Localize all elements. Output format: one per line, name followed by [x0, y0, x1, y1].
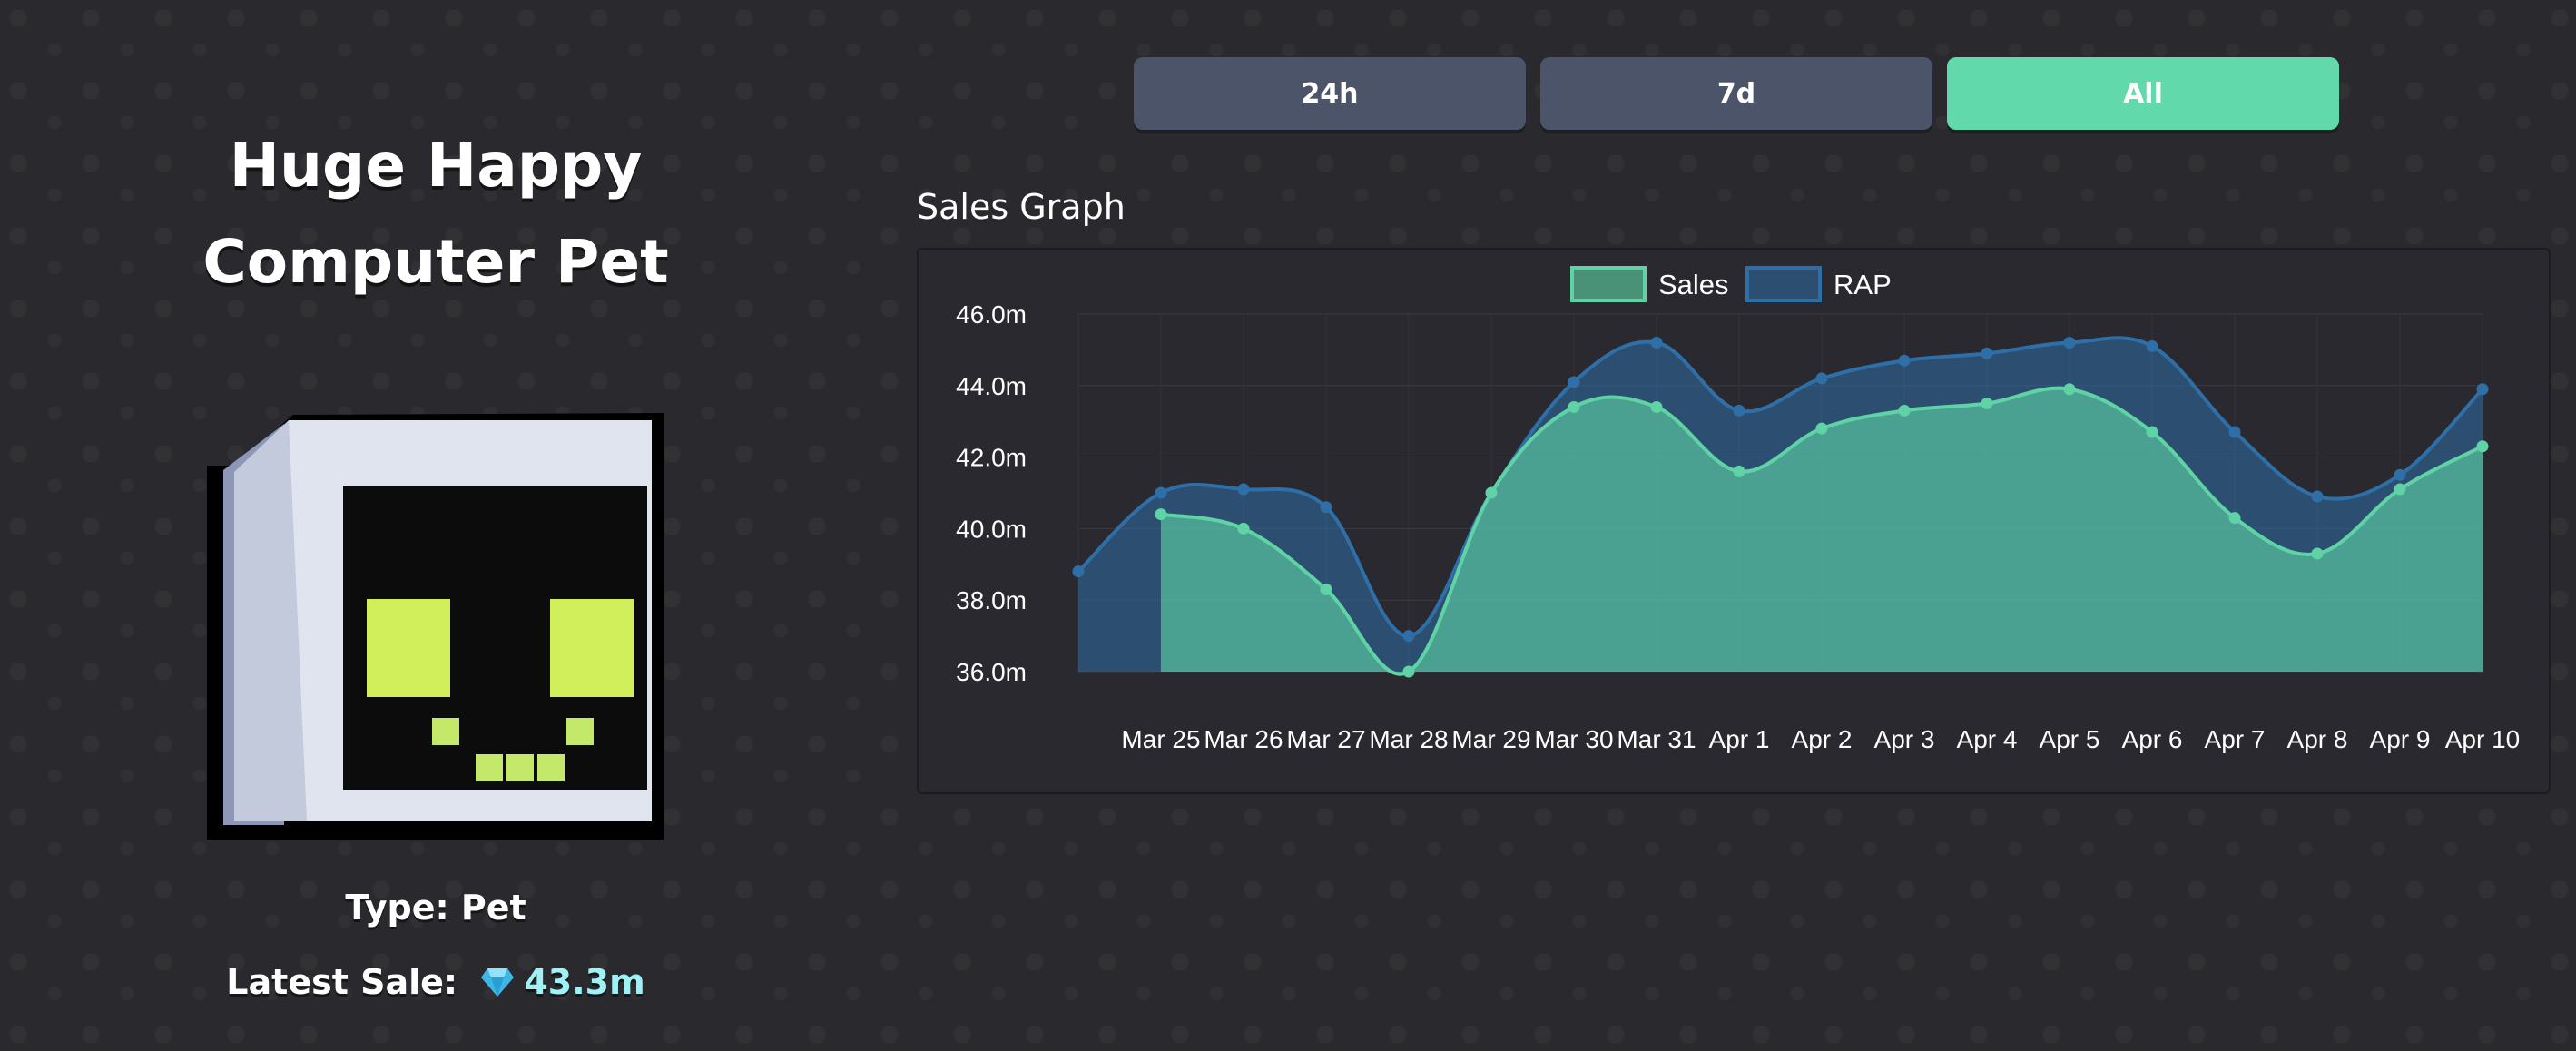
range-24h-button[interactable]: 24h [1134, 57, 1526, 130]
diamond-icon [481, 968, 515, 997]
x-tick-label: Mar 31 [1617, 725, 1696, 753]
x-tick-label: Apr 5 [2040, 725, 2100, 753]
data-point-sales [1898, 404, 1911, 417]
y-tick-label: 46.0m [956, 300, 1027, 329]
latest-sale: Latest Sale: 43.3m [0, 962, 871, 1002]
range-7d-button[interactable]: 7d [1540, 57, 1932, 130]
data-point-rap [1237, 483, 1250, 496]
chart-data-points [1072, 337, 2489, 678]
x-tick-label: Apr 2 [1792, 725, 1853, 753]
x-tick-label: Mar 27 [1286, 725, 1365, 753]
legend-swatch-sales [1570, 266, 1647, 302]
x-tick-label: Mar 25 [1121, 725, 1200, 753]
data-point-rap [2311, 490, 2324, 503]
y-tick-label: 36.0m [956, 658, 1027, 686]
pet-image [207, 413, 664, 840]
legend-label-sales: Sales [1658, 269, 1729, 300]
x-tick-label: Mar 29 [1451, 725, 1530, 753]
data-point-rap [1981, 347, 1993, 359]
data-point-rap [1898, 354, 1911, 367]
chart-series-areas [1077, 336, 2484, 676]
data-point-rap [1650, 337, 1663, 349]
data-point-sales [1650, 400, 1663, 413]
data-point-rap [1733, 404, 1745, 417]
x-tick-label: Apr 10 [2445, 725, 2521, 753]
y-axis: 36.0m 38.0m 40.0m 42.0m 44.0m 46.0m [956, 300, 1027, 686]
data-point-rap [2394, 468, 2406, 481]
pet-info-panel: Huge Happy Computer Pet Type: Pet Latest… [0, 0, 871, 1051]
data-point-sales [1320, 583, 1332, 595]
x-tick-label: Apr 8 [2287, 725, 2348, 753]
data-point-sales [1981, 398, 1993, 409]
data-point-sales [2146, 426, 2158, 438]
data-point-sales [2311, 547, 2324, 560]
data-point-rap [2146, 339, 2158, 352]
data-point-sales [1402, 665, 1415, 678]
data-point-rap [1402, 630, 1415, 643]
data-point-rap [2063, 337, 2076, 349]
x-tick-label: Apr 1 [1709, 725, 1770, 753]
x-tick-label: Apr 9 [2370, 725, 2431, 753]
series-line-sales [1160, 386, 2483, 676]
data-point-sales [1733, 465, 1745, 477]
x-tick-label: Mar 30 [1534, 725, 1613, 753]
data-point-sales [2228, 512, 2241, 525]
sales-graph-panel: 36.0m 38.0m 40.0m 42.0m 44.0m 46.0m Mar 25 Mar… [917, 248, 2551, 794]
data-point-sales [1237, 522, 1250, 535]
latest-sale-label: Latest Sale: [226, 962, 458, 1002]
legend-label-rap: RAP [1834, 269, 1892, 300]
y-tick-label: 44.0m [956, 372, 1027, 400]
chart-legend: Sales RAP [1570, 266, 1892, 302]
y-tick-label: 42.0m [956, 444, 1027, 472]
data-point-sales [1155, 508, 1167, 521]
data-point-sales [1815, 422, 1828, 435]
x-tick-label: Apr 3 [1874, 725, 1935, 753]
x-tick-label: Apr 4 [1957, 725, 2018, 753]
data-point-rap [1568, 376, 1580, 388]
data-point-sales [2476, 440, 2489, 453]
x-tick-label: Mar 26 [1204, 725, 1283, 753]
data-point-rap [2228, 426, 2241, 438]
legend-swatch-rap [1745, 266, 1822, 302]
data-point-rap [1155, 486, 1167, 499]
range-all-button[interactable]: All [1947, 57, 2339, 130]
x-axis: Mar 25 Mar 26 Mar 27 Mar 28 Mar 29 Mar 30 Mar … [1121, 725, 2520, 753]
data-point-sales [2394, 483, 2406, 496]
sales-graph-heading: Sales Graph [917, 187, 1126, 227]
latest-sale-value: 43.3m [524, 962, 645, 1002]
y-tick-label: 40.0m [956, 515, 1027, 543]
data-point-sales [2063, 383, 2076, 396]
x-tick-label: Apr 7 [2205, 725, 2266, 753]
pet-title: Huge Happy Computer Pet [202, 131, 669, 297]
data-point-rap [1072, 565, 1085, 578]
data-point-sales [1485, 486, 1498, 499]
series-area-sales [1161, 388, 2483, 674]
data-point-sales [1568, 400, 1580, 413]
data-point-rap [1320, 501, 1332, 514]
x-tick-label: Mar 28 [1369, 725, 1448, 753]
y-tick-label: 38.0m [956, 586, 1027, 614]
data-point-rap [1815, 372, 1828, 385]
pet-type: Type: Pet [345, 888, 526, 928]
x-tick-label: Apr 6 [2122, 725, 2183, 753]
data-point-rap [2476, 383, 2489, 396]
